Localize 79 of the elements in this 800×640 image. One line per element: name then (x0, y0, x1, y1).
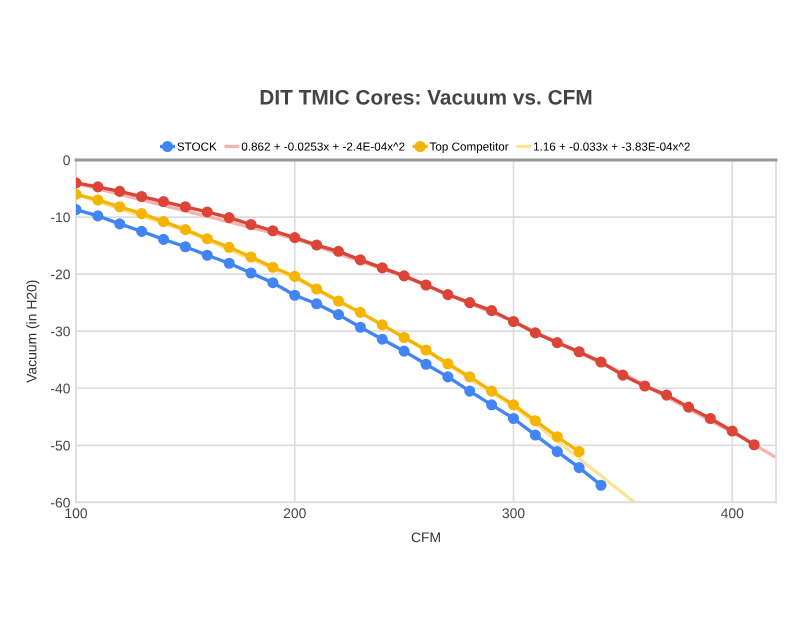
point (617, 369, 629, 381)
point (507, 315, 520, 328)
point (267, 225, 279, 237)
point (529, 429, 541, 441)
point (114, 201, 126, 213)
point (464, 371, 476, 383)
point (157, 196, 170, 208)
point (529, 415, 541, 427)
point (332, 309, 345, 321)
point (398, 331, 410, 344)
point (136, 190, 148, 203)
point (551, 446, 563, 458)
point (223, 212, 235, 224)
point (595, 479, 607, 491)
point (748, 439, 760, 451)
point (201, 249, 213, 261)
point (639, 380, 651, 392)
point (332, 245, 345, 257)
point (245, 267, 257, 279)
point (289, 270, 301, 282)
point (311, 298, 323, 310)
point (92, 181, 104, 193)
point (507, 412, 520, 425)
point (398, 270, 410, 282)
point (332, 295, 345, 307)
point (354, 254, 366, 266)
point (682, 401, 695, 413)
point (486, 385, 498, 397)
point (507, 399, 520, 411)
point (442, 371, 454, 383)
point (92, 210, 104, 222)
point (376, 319, 388, 331)
point (551, 337, 563, 349)
point (114, 218, 126, 230)
point (179, 241, 191, 253)
point (245, 218, 257, 231)
point (157, 233, 170, 245)
point (661, 389, 673, 401)
point (201, 233, 213, 245)
point (486, 399, 498, 411)
chart-title: DIT TMIC Cores: Vacuum vs. CFM (260, 89, 592, 105)
point (157, 216, 170, 228)
point (551, 431, 563, 443)
point (289, 289, 301, 301)
point (573, 346, 585, 358)
point (595, 356, 607, 368)
point (267, 277, 279, 289)
point (726, 425, 738, 437)
point (179, 201, 191, 213)
point (354, 321, 366, 333)
point (311, 283, 323, 295)
point (486, 305, 498, 317)
point (311, 239, 323, 251)
point (179, 224, 191, 236)
point (376, 333, 388, 345)
point (442, 358, 454, 370)
point (223, 257, 235, 269)
point (354, 306, 366, 318)
point (223, 241, 235, 253)
point (704, 412, 716, 425)
point (136, 208, 148, 220)
point (398, 345, 410, 357)
point (420, 344, 432, 356)
point (245, 251, 257, 263)
point (267, 261, 279, 273)
point (442, 289, 454, 301)
point (573, 446, 585, 458)
point (464, 297, 476, 309)
point (201, 206, 213, 218)
point (529, 327, 541, 339)
point (464, 385, 476, 397)
point (136, 225, 148, 237)
point (289, 232, 301, 244)
point (376, 262, 388, 274)
point (114, 185, 126, 197)
point (420, 358, 432, 370)
point (573, 462, 585, 474)
point (420, 279, 432, 291)
point (92, 194, 104, 206)
